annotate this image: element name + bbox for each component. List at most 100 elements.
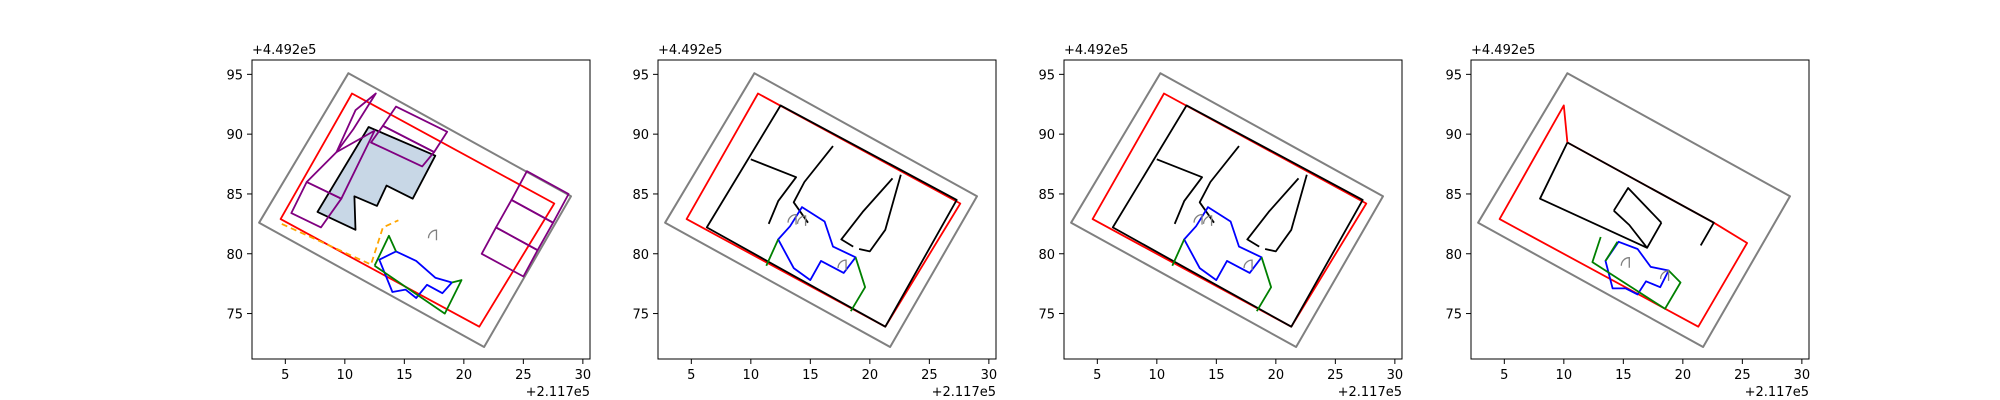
chart-panel-4: 5 10 15 20 25 30 75 80 85 90 95 +4.492e5 +2.117e5 (1445, 43, 1810, 400)
door-arc-2 (1659, 270, 1670, 281)
series-parcel-1 (1070, 72, 1384, 348)
y-tick-label: 80 (1038, 248, 1055, 263)
door-arc-1 (1193, 214, 1203, 225)
axes-frame (657, 59, 997, 360)
door-arc-3 (837, 259, 847, 271)
x-tick-label: 5 (281, 368, 289, 383)
series-terrace-13 (373, 234, 397, 267)
y-tick-label: 90 (632, 128, 649, 143)
x-tick-label: 25 (515, 368, 532, 383)
series-lot-11 (480, 226, 539, 278)
y-tick-label: 80 (632, 248, 649, 263)
plot-area (1070, 72, 1384, 348)
series-setback-2 (279, 92, 556, 328)
x-tick-label: 5 (687, 368, 695, 383)
series-lot-8 (370, 124, 436, 168)
y-offset-label: +4.492e5 (1064, 43, 1128, 58)
axes-frame (251, 59, 591, 360)
y-tick-label: 80 (1445, 248, 1462, 263)
series-terrace-9 (1171, 239, 1186, 267)
series-building-3 (1111, 104, 1364, 328)
y-tick-label: 90 (1038, 128, 1055, 143)
y-tick-label: 85 (632, 188, 649, 203)
x-tick-label: 30 (981, 368, 998, 383)
x-offset-label: +2.117e5 (932, 385, 996, 400)
series-parcel-1 (1477, 72, 1791, 348)
y-offset-label: +4.492e5 (252, 43, 316, 58)
x-tick-label: 15 (396, 368, 413, 383)
x-tick-label: 20 (1268, 368, 1285, 383)
x-tick-label: 25 (1327, 368, 1344, 383)
x-offset-label: +2.117e5 (1745, 385, 1809, 400)
x-tick-label: 30 (1387, 368, 1404, 383)
x-tick-label: 25 (921, 368, 938, 383)
series-stairs-7 (1604, 240, 1670, 296)
series-building-6 (840, 177, 894, 248)
chart-panel-1: 5 10 15 20 25 30 75 80 85 90 95 +4.492e5 +2.117e5 (226, 43, 591, 400)
y-offset-label: +4.492e5 (658, 43, 722, 58)
door-arc-3 (1243, 259, 1253, 271)
y-tick-label: 75 (226, 308, 243, 323)
x-tick-label: 15 (1615, 368, 1632, 383)
y-tick-label: 90 (226, 128, 243, 143)
series-terrace-8 (1604, 241, 1619, 262)
series-lot-5 (290, 181, 343, 229)
series-terrace-10 (850, 257, 866, 312)
series-building-3 (705, 104, 958, 328)
chart-panel-3: 5 10 15 20 25 30 75 80 85 90 95 +4.492e5 +2.117e5 (1038, 43, 1403, 400)
y-tick-label: 95 (1445, 68, 1462, 83)
x-tick-label: 10 (1149, 368, 1166, 383)
y-tick-label: 85 (1038, 188, 1055, 203)
x-offset-label: +2.117e5 (1338, 385, 1402, 400)
series-lot-6 (335, 92, 377, 154)
series-building-4 (750, 158, 797, 225)
series-parcel-1 (664, 72, 978, 348)
series-dashed-15 (281, 219, 399, 266)
series-stairs-8 (1183, 206, 1263, 282)
y-tick-label: 75 (1038, 308, 1055, 323)
plot-area (258, 72, 572, 348)
door-arc-1 (787, 214, 797, 225)
y-tick-label: 95 (226, 68, 243, 83)
series-terrace-9 (1591, 236, 1682, 310)
x-tick-label: 30 (575, 368, 592, 383)
series-building-5 (1613, 210, 1648, 249)
y-tick-label: 95 (1038, 68, 1055, 83)
y-tick-label: 85 (1445, 188, 1462, 203)
series-building-3 (1566, 141, 1715, 246)
series-building-5 (1198, 145, 1240, 224)
door-arc-1 (427, 229, 438, 241)
x-tick-label: 10 (337, 368, 354, 383)
x-tick-label: 20 (1675, 368, 1692, 383)
chart-panel-2: 5 10 15 20 25 30 75 80 85 90 95 +4.492e5 +2.117e5 (632, 43, 997, 400)
x-tick-label: 5 (1093, 368, 1101, 383)
series-building-3 (316, 126, 437, 231)
series-building-4 (1539, 142, 1663, 249)
y-tick-label: 80 (226, 248, 243, 263)
x-tick-label: 30 (1794, 368, 1811, 383)
y-tick-label: 95 (632, 68, 649, 83)
series-building-7 (1264, 174, 1308, 253)
door-arc-1 (1620, 257, 1630, 268)
series-building-5 (792, 145, 834, 224)
x-tick-label: 20 (456, 368, 473, 383)
axes-frame (1470, 59, 1810, 360)
x-tick-label: 10 (743, 368, 760, 383)
x-tick-label: 15 (802, 368, 819, 383)
series-stairs-12 (378, 250, 453, 299)
series-terrace-9 (765, 239, 780, 267)
series-terrace-10 (1256, 257, 1272, 312)
series-stairs-8 (777, 206, 857, 282)
axes-frame (1063, 59, 1403, 360)
y-tick-label: 90 (1445, 128, 1462, 143)
x-offset-label: +2.117e5 (526, 385, 590, 400)
series-building-6 (1613, 187, 1663, 224)
x-tick-label: 15 (1208, 368, 1225, 383)
x-tick-label: 5 (1500, 368, 1508, 383)
door-arc-2 (796, 215, 807, 226)
y-tick-label: 85 (226, 188, 243, 203)
plot-area (1477, 72, 1791, 348)
series-building-6 (1246, 177, 1300, 248)
y-tick-label: 75 (632, 308, 649, 323)
